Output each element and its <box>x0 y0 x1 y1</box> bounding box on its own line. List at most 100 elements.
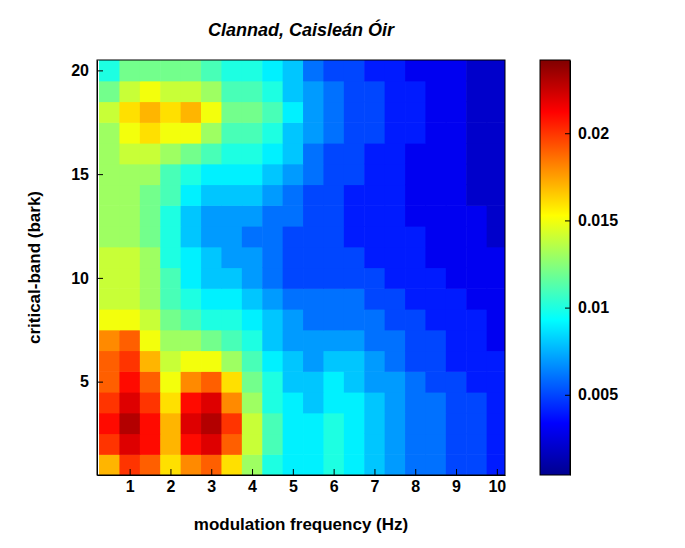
cell <box>344 413 365 434</box>
cell <box>385 60 406 81</box>
cell <box>303 351 324 372</box>
cell <box>119 413 140 434</box>
cell <box>487 413 505 434</box>
cell <box>160 122 181 143</box>
plot-frame <box>97 60 505 475</box>
cell <box>221 122 242 143</box>
cell <box>487 81 505 102</box>
cell <box>303 185 324 206</box>
cell <box>487 185 505 206</box>
colorbar-tick-mark <box>565 220 570 221</box>
cell <box>99 454 120 475</box>
cell <box>181 268 202 289</box>
cell <box>140 102 161 123</box>
cell <box>487 351 505 372</box>
cell <box>99 122 120 143</box>
cell <box>385 81 406 102</box>
cell <box>160 164 181 185</box>
cell <box>466 454 487 475</box>
cell <box>344 454 365 475</box>
cell <box>201 454 222 475</box>
cell <box>466 60 487 81</box>
cell <box>466 185 487 206</box>
cell <box>99 413 120 434</box>
cell <box>364 60 385 81</box>
cell <box>242 102 263 123</box>
cell <box>99 102 120 123</box>
cell <box>160 351 181 372</box>
cell <box>181 351 202 372</box>
cell <box>242 60 263 81</box>
cell <box>364 81 385 102</box>
x-tick-label: 8 <box>411 478 420 495</box>
cell <box>140 205 161 226</box>
cell <box>119 371 140 392</box>
cell <box>119 122 140 143</box>
cell <box>385 288 406 309</box>
cell <box>385 309 406 330</box>
cell <box>201 185 222 206</box>
cell <box>364 205 385 226</box>
cell <box>283 371 304 392</box>
cell <box>425 164 446 185</box>
x-tick-mark <box>252 469 253 475</box>
x-tick: 8 <box>411 469 420 495</box>
cell <box>201 164 222 185</box>
x-tick-label: 6 <box>330 478 339 495</box>
cell <box>119 164 140 185</box>
cell <box>425 102 446 123</box>
cell <box>99 330 120 351</box>
cell <box>385 392 406 413</box>
cell <box>160 392 181 413</box>
cell <box>425 122 446 143</box>
cell <box>405 122 426 143</box>
cell <box>466 122 487 143</box>
cell <box>140 351 161 372</box>
cell <box>385 247 406 268</box>
cell <box>487 454 505 475</box>
cell <box>323 330 344 351</box>
cell <box>160 288 181 309</box>
x-tick-mark <box>130 469 131 475</box>
cell <box>262 371 283 392</box>
cell <box>425 288 446 309</box>
colorbar-tick-mark <box>565 308 570 309</box>
y-axis-title: critical-band (bark) <box>25 191 44 344</box>
cell <box>446 205 467 226</box>
x-tick: 3 <box>207 469 216 495</box>
cell <box>425 143 446 164</box>
cell <box>221 413 242 434</box>
cell <box>344 143 365 164</box>
y-tick: 15 <box>71 166 103 183</box>
cell <box>242 392 263 413</box>
y-tick: 5 <box>80 373 103 390</box>
cell <box>323 454 344 475</box>
cell <box>323 143 344 164</box>
cell <box>405 102 426 123</box>
x-tick-label: 5 <box>289 478 298 495</box>
cell <box>221 185 242 206</box>
cell <box>487 309 505 330</box>
x-tick: 10 <box>488 469 506 495</box>
x-tick: 5 <box>289 469 298 495</box>
cell <box>466 102 487 123</box>
cell <box>262 392 283 413</box>
x-tick: 1 <box>126 469 135 495</box>
cell <box>262 288 283 309</box>
cell <box>466 330 487 351</box>
cell <box>201 247 222 268</box>
cell <box>99 81 120 102</box>
cell <box>160 205 181 226</box>
cell <box>119 392 140 413</box>
cell <box>323 226 344 247</box>
x-tick: 7 <box>370 469 379 495</box>
colorbar-tick-label: 0.005 <box>578 386 618 403</box>
cell <box>140 185 161 206</box>
cell <box>405 288 426 309</box>
cell <box>466 288 487 309</box>
cell <box>385 413 406 434</box>
cell <box>405 330 426 351</box>
cell <box>466 351 487 372</box>
cell <box>466 413 487 434</box>
cell <box>385 143 406 164</box>
